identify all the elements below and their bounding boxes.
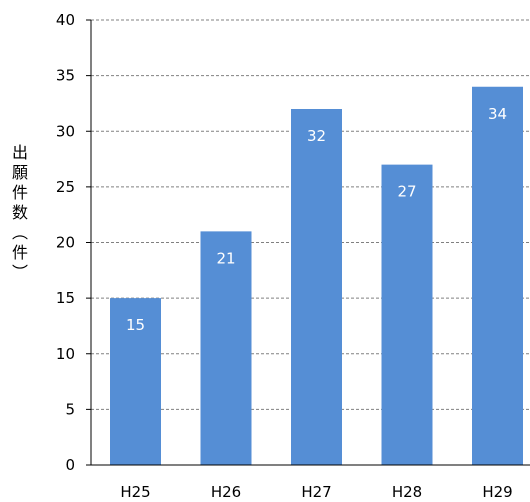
data-label-H26: 21 [216, 249, 235, 267]
y-tick-labels: 0 5 10 15 20 25 30 35 40 [56, 11, 75, 474]
bar-H29 [472, 86, 523, 465]
y-tick-label: 25 [56, 178, 75, 196]
y-axis-title: 出願件数︵件︶ [12, 143, 28, 282]
bar-H28 [381, 164, 433, 465]
y-tick-label: 20 [56, 234, 75, 252]
data-label-H28: 27 [397, 183, 416, 201]
x-tick-label: H28 [392, 483, 422, 501]
y-tick-label: 30 [56, 122, 75, 140]
data-label-H29: 34 [488, 105, 507, 123]
y-tick-label: 10 [56, 345, 75, 363]
data-label-H25: 15 [126, 316, 145, 334]
bar-H25 [110, 298, 161, 465]
data-label-H27: 32 [307, 127, 326, 145]
x-tick-label: H29 [482, 483, 512, 501]
grid-lines [91, 19, 530, 410]
x-tick-label: H27 [301, 483, 331, 501]
bars [110, 86, 523, 465]
x-tick-label: H26 [211, 483, 241, 501]
y-tick-label: 5 [65, 400, 75, 418]
y-tick-label: 40 [56, 11, 75, 29]
y-axis-label: 出願件数︵件︶ [12, 143, 28, 282]
x-tick-labels: H25 H26 H27 H28 H29 [120, 483, 512, 501]
y-tick-label: 15 [56, 289, 75, 307]
bar-H26 [200, 231, 252, 465]
y-tick-label: 0 [65, 456, 75, 474]
data-labels: 15 21 32 27 34 [126, 105, 507, 334]
y-tick-label: 35 [56, 67, 75, 85]
bar-H27 [291, 109, 342, 465]
axes [86, 19, 530, 466]
x-tick-label: H25 [120, 483, 150, 501]
